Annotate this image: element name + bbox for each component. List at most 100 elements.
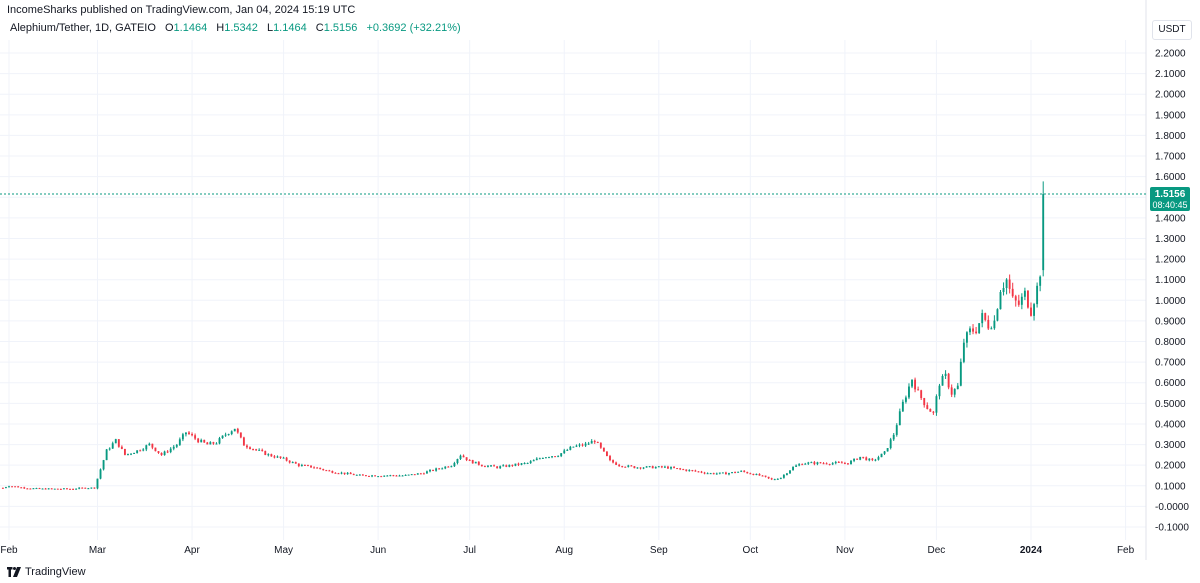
candle-body (44, 488, 47, 490)
y-tick-label: -0.1000 (1155, 523, 1189, 534)
candle-body (767, 476, 770, 479)
footer-branding[interactable]: TradingView (7, 566, 86, 578)
candle-body (307, 465, 309, 467)
candle-body (544, 457, 547, 459)
candle-body (801, 464, 804, 466)
candle-body (206, 442, 209, 445)
candle-body (487, 465, 489, 467)
candle-body (502, 465, 505, 467)
candle-body (87, 488, 90, 490)
candle-body (853, 458, 856, 461)
candle-body (75, 488, 78, 490)
candle-body (93, 487, 96, 489)
candle-body (663, 466, 666, 468)
y-tick-label: 2.0000 (1155, 90, 1186, 101)
candle-body (520, 463, 523, 465)
candle-body (715, 473, 718, 475)
candle-body (380, 476, 383, 478)
candle-body (465, 457, 468, 461)
candle-body (47, 488, 50, 490)
candle-body (261, 449, 264, 451)
candle-body (389, 475, 392, 477)
candle-body (291, 462, 294, 464)
candle-body (667, 466, 669, 469)
candle-body (541, 457, 544, 459)
candle-body (505, 465, 508, 467)
candle-body (32, 488, 35, 490)
candle-body (877, 457, 880, 460)
candle-body (917, 389, 920, 391)
candle-body (563, 450, 566, 454)
candle-body (364, 475, 367, 477)
candle-body (883, 451, 886, 454)
currency-unit-button[interactable]: USDT (1152, 20, 1192, 40)
y-tick-label: 1.7000 (1155, 152, 1186, 163)
candle-body (691, 470, 694, 472)
candle-body (993, 320, 996, 329)
candle-body (151, 443, 154, 448)
x-tick-label: 2024 (1020, 545, 1043, 556)
candle-body (483, 466, 486, 468)
candle-body (938, 385, 941, 397)
candle-body (358, 474, 361, 476)
candle-body (1042, 194, 1045, 271)
candle-body (535, 458, 538, 461)
candle-body (987, 319, 990, 329)
candle-body (816, 462, 819, 465)
candle-body (782, 474, 785, 478)
candle-body (828, 464, 831, 466)
candle-body (203, 439, 206, 443)
candle-body (450, 466, 453, 468)
candle-body (416, 473, 419, 475)
symbol-name[interactable]: Alephium/Tether, 1D, GATEIO (10, 22, 156, 34)
brand-name: TradingView (25, 566, 86, 578)
candle-body (697, 471, 700, 473)
candle-body (72, 488, 75, 490)
candle-body (242, 437, 245, 446)
candle-body (294, 462, 297, 464)
last-price-value: 1.5156 (1155, 189, 1186, 200)
candle-body (29, 488, 32, 490)
candle-body (432, 469, 434, 471)
candle-body (96, 478, 99, 489)
candle-body (172, 446, 175, 449)
candle-body (807, 462, 810, 464)
candle-body (288, 460, 291, 463)
candle-body (731, 472, 733, 474)
candle-body (1, 487, 4, 489)
candle-body (105, 449, 108, 461)
candle-body (371, 475, 373, 477)
y-tick-label: 2.1000 (1155, 69, 1186, 80)
candle-body (804, 463, 807, 465)
candle-body (66, 488, 68, 490)
candle-body (618, 464, 621, 467)
candle-body (127, 453, 129, 455)
candle-body (755, 473, 758, 476)
candle-body (419, 473, 422, 475)
open-value: 1.1464 (173, 22, 208, 34)
candle-body (752, 473, 755, 476)
x-tick-label: Feb (0, 545, 18, 556)
candle-body (337, 473, 340, 475)
candle-body (984, 313, 987, 320)
y-tick-label: 0.5000 (1155, 399, 1186, 410)
candle-body (1033, 304, 1035, 316)
x-tick-label: May (274, 545, 293, 556)
candle-body (572, 446, 575, 448)
candle-body (477, 461, 480, 465)
candle-body (645, 466, 648, 468)
candle-body (1020, 296, 1023, 305)
candle-body (117, 439, 120, 447)
candle-body (1017, 300, 1020, 305)
candle-body (474, 461, 477, 464)
candle-body (59, 488, 62, 490)
candle-body (145, 445, 148, 450)
candle-body (889, 439, 892, 449)
candle-body (953, 389, 956, 395)
candle-body (426, 471, 428, 474)
candle-body (926, 405, 929, 409)
candle-body (874, 459, 877, 461)
candle-body (224, 434, 227, 436)
candle-body (78, 487, 81, 489)
